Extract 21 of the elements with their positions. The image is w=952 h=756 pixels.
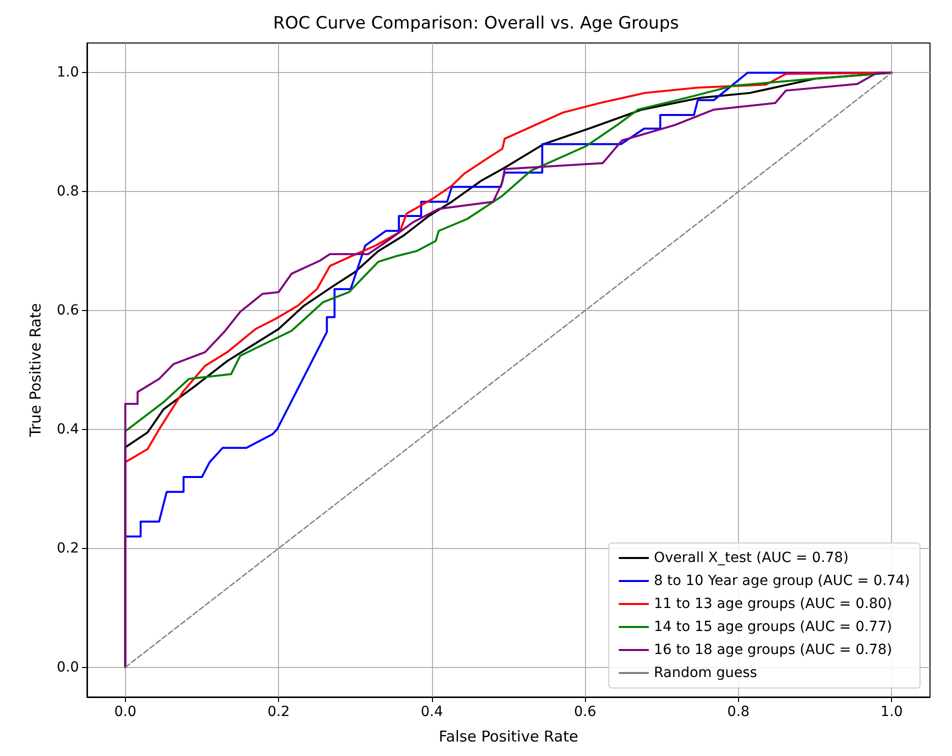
legend-label: 8 to 10 Year age group (AUC = 0.74)	[654, 573, 910, 589]
x-tick-label: 0.2	[267, 704, 290, 720]
y-axis-title: True Positive Rate	[26, 303, 44, 438]
chart-title: ROC Curve Comparison: Overall vs. Age Groups	[273, 14, 679, 34]
legend-label: Overall X_test (AUC = 0.78)	[654, 550, 849, 566]
legend-label: Random guess	[654, 665, 758, 681]
legend-label: 16 to 18 age groups (AUC = 0.78)	[654, 642, 892, 658]
y-tick-label: 1.0	[56, 64, 79, 81]
legend-label: 14 to 15 age groups (AUC = 0.77)	[654, 619, 892, 635]
y-tick-label: 0.8	[56, 184, 79, 200]
x-tick-label: 0.4	[420, 704, 444, 720]
x-tick-label: 0.8	[727, 704, 750, 720]
y-tick-label: 0.6	[56, 302, 80, 319]
legend-label: 11 to 13 age groups (AUC = 0.80)	[654, 596, 892, 612]
y-tick-label: 0.4	[56, 421, 80, 438]
x-tick-label: 1.0	[880, 704, 903, 720]
x-axis-title: False Positive Rate	[438, 728, 578, 746]
x-tick-label: 0.6	[574, 704, 596, 720]
y-tick-label: 0.0	[56, 659, 79, 676]
x-tick-label: 0.0	[114, 704, 136, 720]
y-tick-label: 0.2	[56, 540, 79, 556]
